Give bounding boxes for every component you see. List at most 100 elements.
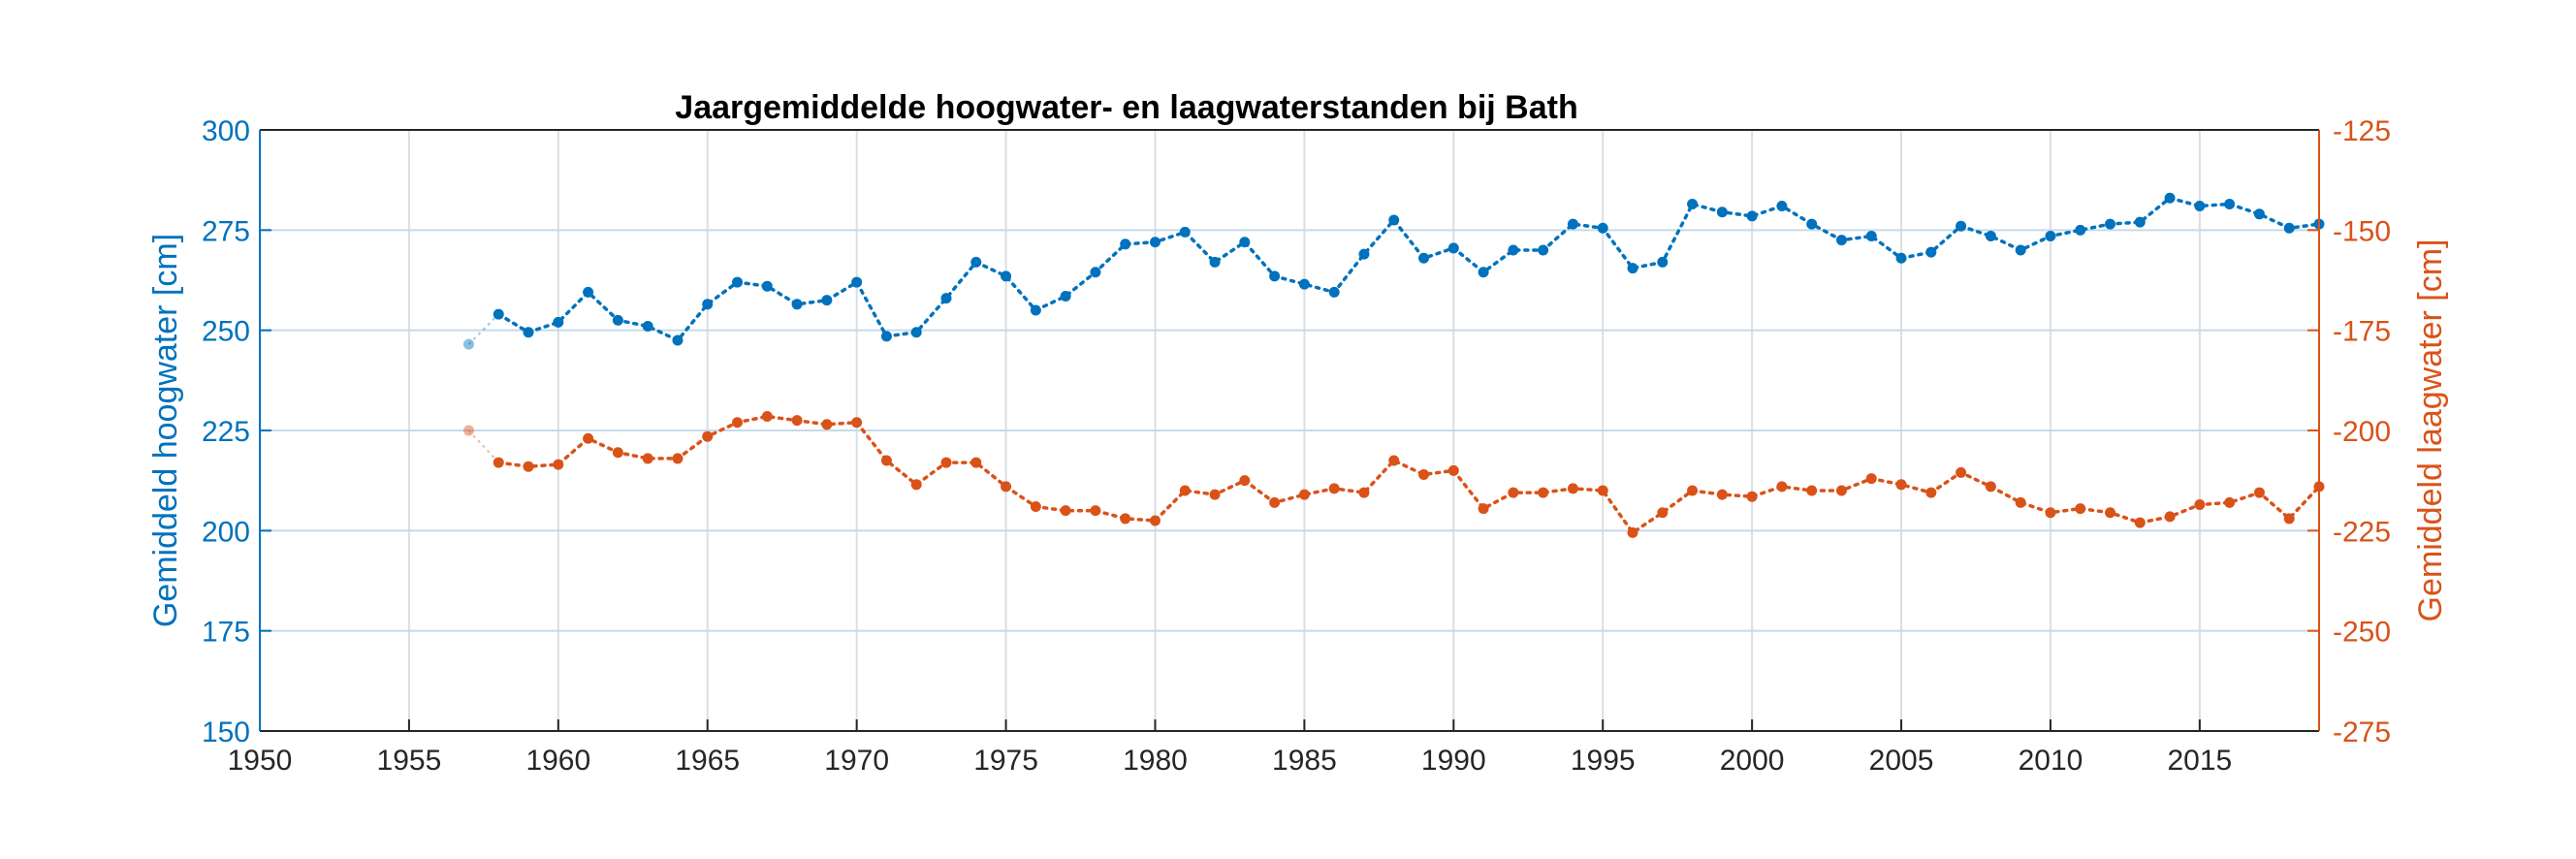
x-tick-label: 1990 [1421, 745, 1486, 777]
data-point [1269, 270, 1281, 282]
data-point [761, 280, 773, 292]
data-point [1358, 248, 1370, 260]
data-point [1447, 242, 1459, 254]
data-point [493, 308, 504, 320]
series-segment-faded [467, 313, 499, 345]
left-y-tick-label: 250 [202, 316, 250, 348]
data-point [1001, 270, 1012, 282]
data-point [2015, 244, 2026, 256]
data-point [583, 286, 594, 298]
data-point [1298, 489, 1310, 500]
data-point [1209, 489, 1221, 500]
right-axis-label: Gemiddeld laagwater [cm] [2412, 239, 2449, 622]
data-point [821, 295, 833, 306]
data-point [2015, 496, 2026, 508]
data-point [970, 256, 982, 268]
data-point [702, 299, 714, 310]
right-y-tick-label: -175 [2333, 316, 2391, 348]
data-point [2253, 208, 2265, 220]
data-point [1030, 304, 1041, 316]
data-point [1060, 291, 1071, 302]
series-right [462, 411, 2325, 538]
data-point [1567, 218, 1578, 230]
data-point [702, 430, 714, 442]
data-point [1657, 507, 1669, 519]
data-point [1538, 487, 1549, 498]
right-y-tick-label: -125 [2333, 115, 2391, 147]
data-point [2164, 511, 2176, 523]
x-tick-label: 1995 [1571, 745, 1636, 777]
data-point [612, 447, 623, 459]
left-y-tick-label: 300 [202, 115, 250, 147]
data-point [523, 327, 534, 338]
series-left [462, 192, 2325, 350]
data-point [1298, 278, 1310, 290]
series-line [496, 414, 2321, 535]
data-point [1716, 207, 1728, 218]
left-y-tick-label: 275 [202, 215, 250, 247]
data-point [1388, 455, 1400, 466]
data-point [523, 461, 534, 472]
data-point [2194, 498, 2206, 510]
left-y-tick-label: 175 [202, 617, 250, 649]
data-point [1269, 496, 1281, 508]
data-point [1418, 252, 1430, 264]
data-point [493, 457, 504, 468]
data-point [1418, 468, 1430, 480]
data-point [2105, 218, 2116, 230]
x-tick-label: 2010 [2019, 745, 2083, 777]
data-point [1149, 237, 1161, 248]
x-tick-label: 2005 [1869, 745, 1934, 777]
right-y-tick-label: -250 [2333, 617, 2391, 649]
data-point [2134, 216, 2146, 228]
left-axis-label: Gemiddeld hoogwater [cm] [147, 234, 184, 627]
data-point [1090, 505, 1101, 517]
data-point [2045, 507, 2056, 519]
data-point [910, 327, 922, 338]
data-point [880, 455, 892, 466]
data-point [2134, 517, 2146, 528]
data-point [1925, 487, 1937, 498]
data-point [1895, 252, 1907, 264]
data-point [672, 334, 684, 346]
data-point [1776, 201, 1788, 212]
data-point [2253, 487, 2265, 498]
data-point [1956, 466, 1967, 478]
x-tick-label: 1980 [1123, 745, 1188, 777]
x-tick-label: 1975 [973, 745, 1038, 777]
left-y-tick-label: 150 [202, 716, 250, 748]
data-point [732, 417, 744, 429]
data-point [1865, 231, 1877, 242]
data-point [1179, 485, 1191, 496]
x-tick-label: 2000 [1720, 745, 1785, 777]
data-point [1627, 263, 1638, 274]
data-point [1687, 485, 1699, 496]
data-point [1447, 464, 1459, 476]
data-point [940, 293, 952, 304]
x-tick-label: 1985 [1272, 745, 1337, 777]
data-point [2224, 496, 2236, 508]
data-point [2075, 503, 2086, 515]
data-point [612, 314, 623, 326]
right-y-tick-label: -225 [2333, 516, 2391, 548]
data-point [1776, 481, 1788, 493]
data-point [2283, 222, 2295, 234]
data-point [1746, 491, 1758, 502]
data-point [1597, 485, 1608, 496]
data-point [1538, 244, 1549, 256]
data-point [1328, 286, 1340, 298]
data-point [672, 453, 684, 464]
data-point [2075, 224, 2086, 236]
series-segment-faded [467, 430, 499, 463]
data-point [2224, 198, 2236, 209]
right-y-tick-label: -275 [2333, 716, 2391, 748]
data-point [1120, 513, 1131, 525]
data-point [1149, 515, 1161, 526]
data-point [732, 276, 744, 288]
data-point [970, 457, 982, 468]
data-point [1388, 214, 1400, 226]
data-point [1328, 483, 1340, 494]
data-point [1835, 485, 1847, 496]
data-point [821, 419, 833, 430]
